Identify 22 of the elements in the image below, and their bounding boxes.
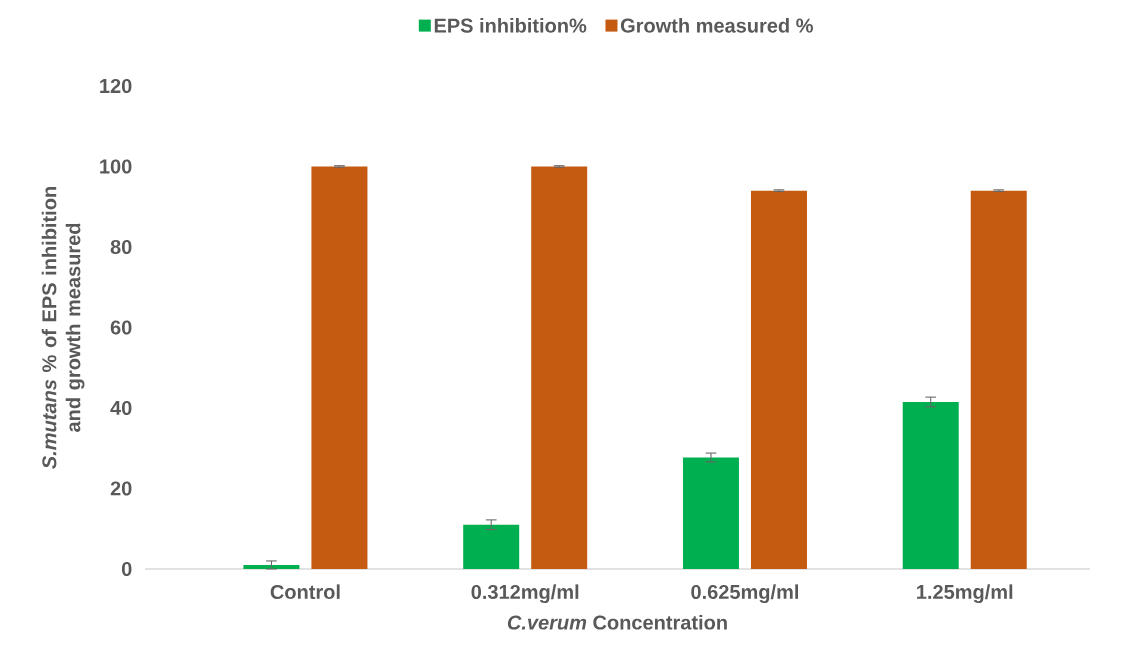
y-tick-label: 20 — [110, 481, 132, 496]
x-tick-label: 0.625mg/ml — [691, 584, 799, 604]
y-tick-label: 120 — [100, 78, 132, 94]
legend-label: EPS inhibition% — [434, 18, 587, 33]
y-tick-label: 0 — [121, 561, 132, 577]
bar — [463, 524, 520, 569]
bar — [531, 166, 588, 569]
y-tick-label: 40 — [110, 400, 132, 416]
x-tick-label: 1.25mg/ml — [917, 584, 1013, 604]
legend-label: Growth measured % — [620, 18, 813, 33]
bar — [902, 401, 959, 569]
bar — [682, 457, 739, 569]
x-tick-label: 0.312mg/ml — [471, 584, 579, 604]
bar — [243, 564, 300, 569]
x-axis-title: C.verum Concentration — [507, 614, 727, 630]
x-tick-label: Control — [270, 584, 340, 600]
y-tick-label: 100 — [100, 159, 132, 174]
bar — [750, 190, 807, 569]
y-tick-label: 80 — [110, 239, 132, 255]
y-tick-label: 60 — [110, 320, 132, 335]
bar — [311, 166, 368, 569]
bar — [970, 190, 1027, 569]
